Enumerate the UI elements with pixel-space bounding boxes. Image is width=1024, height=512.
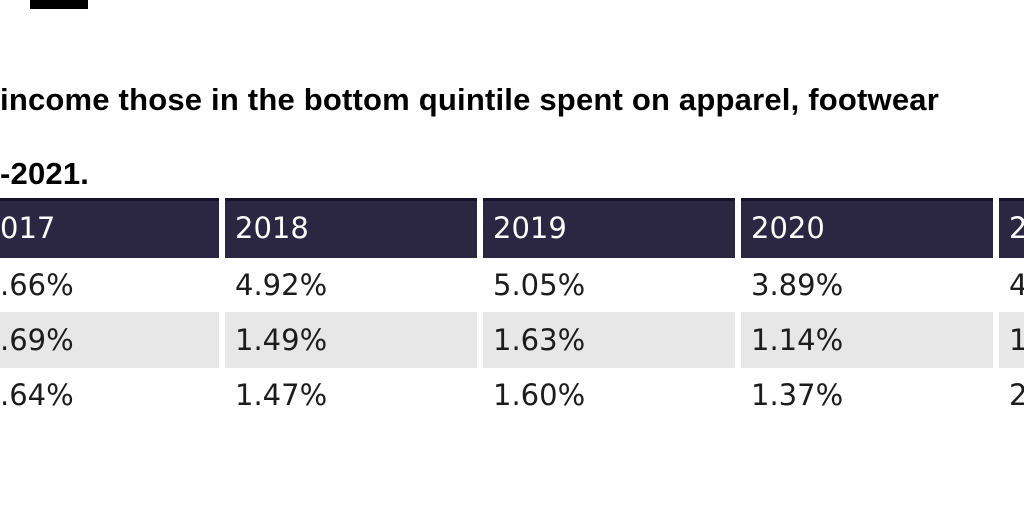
table-cell: 4 [993,258,1024,312]
table-cell: 1.63% [477,312,735,368]
table-row: .69% 1.49% 1.63% 1.14% 1 [0,312,1024,368]
table-header-row: 017 2018 2019 2020 2 [0,198,1024,258]
table-cell: 1.47% [219,368,477,422]
table-cell: 1.37% [735,368,993,422]
table-cell: .69% [0,312,219,368]
table-cell: 5.05% [477,258,735,312]
table-cell: .66% [0,258,219,312]
table-row: .64% 1.47% 1.60% 1.37% 2 [0,368,1024,422]
table-cell: 2 [993,368,1024,422]
column-header-2018: 2018 [219,198,477,258]
column-header-2017: 017 [0,198,219,258]
table-cell: 3.89% [735,258,993,312]
table-cell: 1.49% [219,312,477,368]
table-body: .66% 4.92% 5.05% 3.89% 4 .69% 1.49% 1.63… [0,258,1024,422]
table-cell: .64% [0,368,219,422]
table-cell: 1.60% [477,368,735,422]
table-row: .66% 4.92% 5.05% 3.89% 4 [0,258,1024,312]
column-header-2020: 2020 [735,198,993,258]
headline-line-1: income those in the bottom quintile spen… [0,82,940,117]
headline-line-2: -2021. [0,156,90,191]
column-header-2021: 2 [993,198,1024,258]
headline-divider-bar [30,0,88,9]
column-header-2019: 2019 [477,198,735,258]
table-cell: 1 [993,312,1024,368]
data-table: 017 2018 2019 2020 2 .66% 4.92% 5.05% 3.… [0,198,1024,422]
table-cell: 4.92% [219,258,477,312]
table-cell: 1.14% [735,312,993,368]
